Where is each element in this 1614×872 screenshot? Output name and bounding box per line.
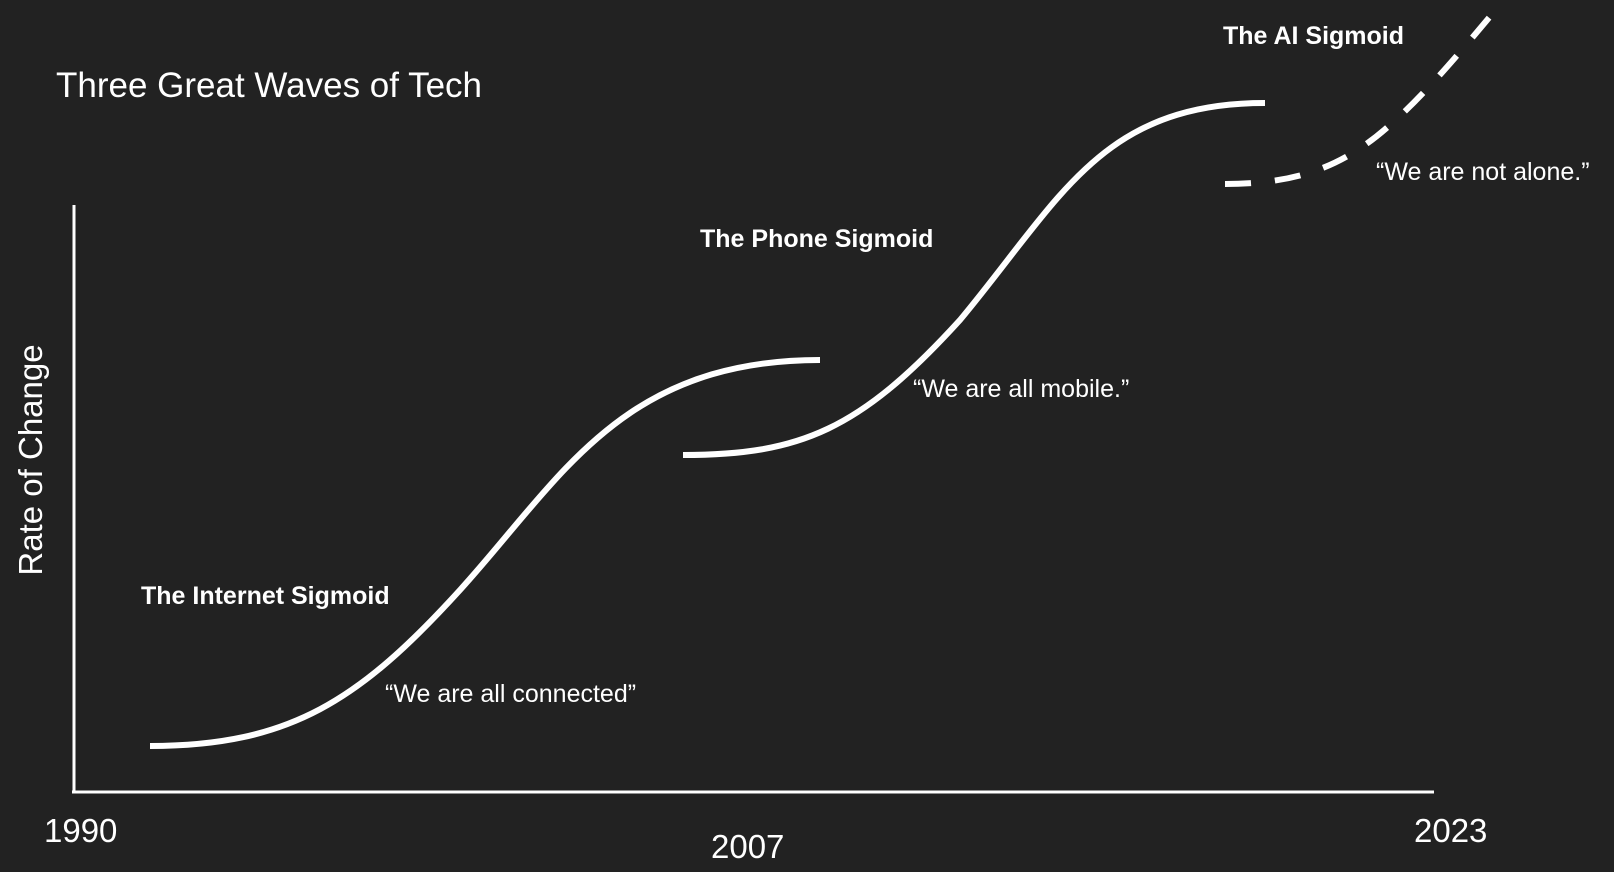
internet-sigmoid-label: The Internet Sigmoid: [141, 582, 390, 610]
x-tick-2023: 2023: [1414, 812, 1487, 849]
internet-sigmoid-quote: “We are all connected”: [385, 680, 636, 708]
ai-sigmoid-quote: “We are not alone.”: [1376, 158, 1590, 186]
ai-sigmoid-curve: [1224, 0, 1507, 187]
phone-sigmoid-curve: [682, 100, 1266, 458]
internet-sigmoid-curve: [149, 357, 821, 749]
x-tick-1990: 1990: [44, 812, 117, 849]
y-axis-label: Rate of Change: [12, 344, 49, 575]
ai-sigmoid-label: The AI Sigmoid: [1223, 22, 1404, 50]
x-tick-2007: 2007: [711, 828, 784, 865]
phone-sigmoid-label: The Phone Sigmoid: [700, 225, 933, 253]
phone-sigmoid-quote: “We are all mobile.”: [913, 375, 1129, 403]
diagram-title: Three Great Waves of Tech: [56, 66, 482, 105]
